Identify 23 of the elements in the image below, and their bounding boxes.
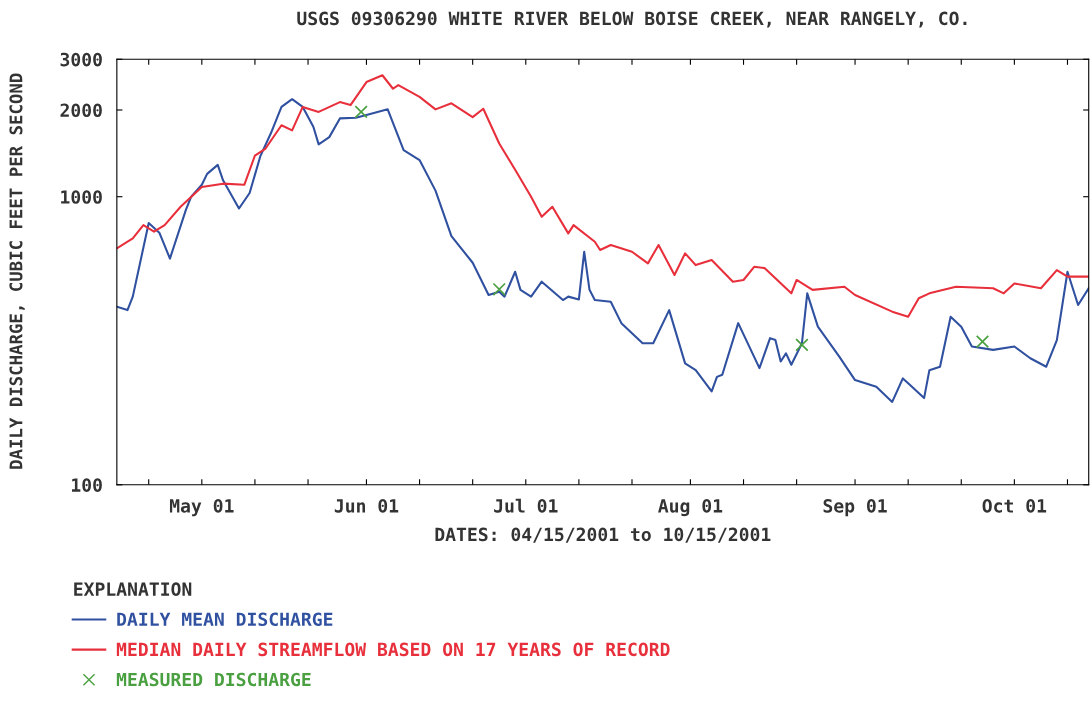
legend-label: MEDIAN DAILY STREAMFLOW BASED ON 17 YEARS OF RECORD	[116, 642, 670, 657]
x-tick-label: Aug 01	[658, 499, 723, 517]
legend-title: EXPLANATION	[74, 582, 192, 596]
legend-label: DAILY MEAN DISCHARGE	[117, 612, 333, 627]
point	[492, 282, 506, 296]
point	[975, 335, 990, 349]
y-tick-label: 1000	[61, 190, 102, 204]
y-tick-label: 3000	[60, 52, 102, 67]
x-tick-label: Jun 01	[334, 499, 399, 513]
y-axis-title: DAILY DISCHARGE, CUBIC FEET PER SECOND	[9, 73, 25, 469]
x-tick-label: Sep 01	[823, 499, 887, 517]
x-tick-label: Jul 01	[494, 498, 558, 513]
x-tick-label: Oct 01	[982, 499, 1047, 513]
chart-title: USGS 09306290 WHITE RIVER BELOW BOISE CREEK, NEAR RANGELY, CO.	[297, 11, 967, 28]
line-series	[116, 74, 1089, 318]
y-tick-label: 2000	[60, 103, 102, 118]
x-axis-title: DATES: 04/15/2001 to 10/15/2001	[435, 527, 771, 543]
point	[795, 338, 809, 352]
y-tick-label: 100	[72, 478, 102, 492]
legend-label: MEASURED DISCHARGE	[116, 672, 311, 687]
x-tick-label: May 01	[169, 499, 234, 517]
line-series	[116, 98, 1089, 403]
point	[354, 105, 368, 119]
